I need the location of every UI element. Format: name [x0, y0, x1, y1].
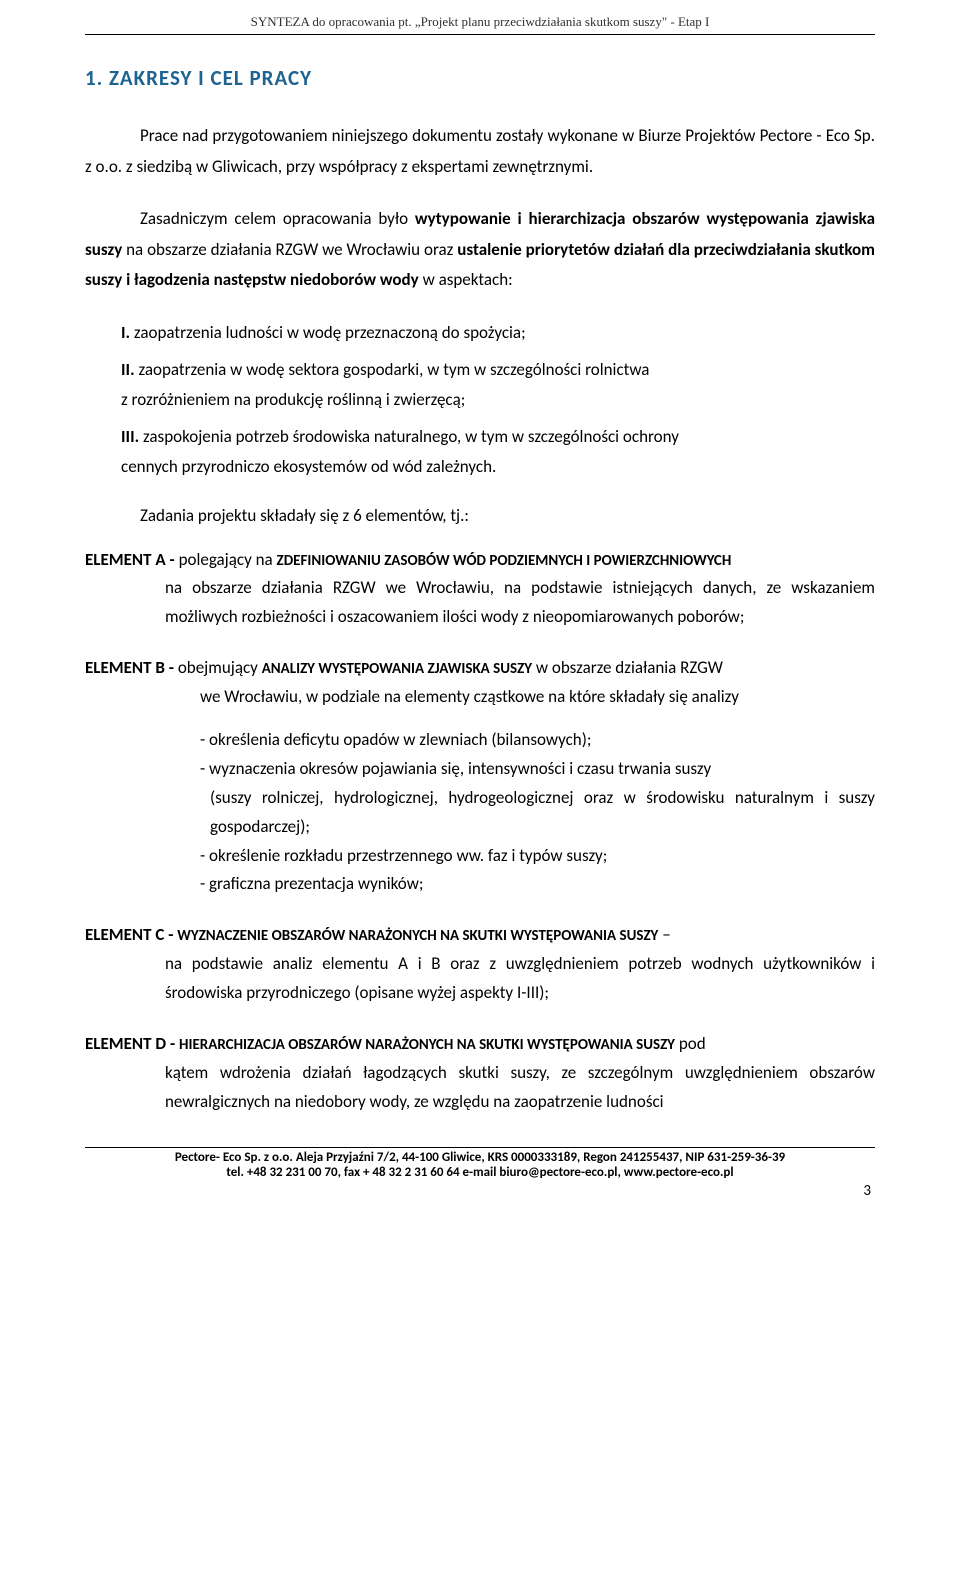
tasks-intro: Zadania projektu składały się z 6 elemen… — [140, 501, 875, 532]
goal-paragraph: Zasadniczym celem opracowania było wytyp… — [85, 204, 875, 296]
text-span: na obszarze działania RZGW we Wrocławiu … — [122, 239, 457, 260]
text-span: – — [658, 924, 670, 945]
header-rule — [85, 34, 875, 35]
element-label: ELEMENT B - — [85, 657, 178, 678]
footer-line-1: Pectore- Eco Sp. z o.o. Aleja Przyjaźni … — [85, 1150, 875, 1165]
text-span: na podstawie analiz elementu A i B oraz … — [165, 953, 875, 1003]
text-span: w aspektach: — [419, 269, 513, 290]
element-body: kątem wdrożenia działań łagodzących skut… — [165, 1059, 875, 1117]
aspects-list: I. zaopatrzenia ludności w wodę przeznac… — [121, 318, 875, 483]
element-body: na obszarze działania RZGW we Wrocławiu,… — [165, 574, 875, 632]
intro-paragraph: Prace nad przygotowaniem niniejszego dok… — [85, 121, 875, 182]
list-text: zaopatrzenia w wodę sektora gospodarki, … — [138, 359, 649, 380]
footer-rule — [85, 1147, 875, 1148]
dash-item: - określenie rozkładu przestrzennego ww.… — [200, 842, 875, 871]
running-header: SYNTEZA do opracowania pt. „Projekt plan… — [85, 0, 875, 30]
dash-item-cont: (suszy rolniczej, hydrologicznej, hydrog… — [200, 784, 875, 842]
element-d: ELEMENT D - HIERARCHIZACJA OBSZARÓW NARA… — [85, 1030, 875, 1117]
section-heading: 1. ZAKRESY I CEL PRACY — [85, 65, 875, 91]
list-item: III. zaspokojenia potrzeb środowiska nat… — [121, 422, 875, 483]
element-b: ELEMENT B - obejmujący ANALIZY WYSTĘPOWA… — [85, 654, 875, 899]
list-marker: II. — [121, 355, 135, 386]
dash-item: - określenia deficytu opadów w zlewniach… — [200, 726, 875, 755]
dash-list: - określenia deficytu opadów w zlewniach… — [200, 726, 875, 899]
list-text: zaopatrzenia ludności w wodę przeznaczon… — [134, 322, 526, 343]
element-b-subline: we Wrocławiu, w podziale na elementy czą… — [200, 683, 875, 712]
element-c: ELEMENT C - WYZNACZENIE OBSZARÓW NARAŻON… — [85, 921, 875, 1008]
dash-item: - graficzna prezentacja wyników; — [200, 870, 875, 899]
element-label: ELEMENT D - — [85, 1033, 179, 1054]
element-a: ELEMENT A - polegający na ZDEFINIOWANIU … — [85, 546, 875, 633]
list-item: II. zaopatrzenia w wodę sektora gospodar… — [121, 355, 875, 416]
text-span: pod — [675, 1033, 706, 1054]
caps-span: WYZNACZENIE OBSZARÓW NARAŻONYCH NA SKUTK… — [177, 927, 658, 945]
list-marker: I. — [121, 318, 130, 349]
text-span: obejmujący — [178, 657, 262, 678]
caps-span: HIERARCHIZACJA OBSZARÓW NARAŻONYCH NA SK… — [179, 1036, 675, 1054]
list-text: cennych przyrodniczo ekosystemów od wód … — [121, 456, 496, 477]
page-number: 3 — [85, 1180, 875, 1212]
list-item: I. zaopatrzenia ludności w wodę przeznac… — [121, 318, 875, 349]
element-label: ELEMENT C - — [85, 924, 177, 945]
text-span: kątem wdrożenia działań łagodzących skut… — [165, 1062, 875, 1112]
caps-span: ANALIZY WYSTĘPOWANIA ZJAWISKA SUSZY — [262, 660, 532, 678]
element-label: ELEMENT A - — [85, 549, 179, 570]
list-text: z rozróżnieniem na produkcję roślinną i … — [121, 389, 465, 410]
dash-item: - wyznaczenia okresów pojawiania się, in… — [200, 755, 875, 784]
text-span: polegający na — [179, 549, 277, 570]
text-span: w obszarze działania RZGW — [532, 657, 723, 678]
list-marker: III. — [121, 422, 139, 453]
footer-line-2: tel. +48 32 231 00 70, fax + 48 32 2 31 … — [85, 1165, 875, 1180]
text-span: Zasadniczym celem opracowania było — [140, 208, 415, 229]
caps-span: ZDEFINIOWANIU ZASOBÓW WÓD PODZIEMNYCH I … — [277, 552, 732, 570]
element-body: na podstawie analiz elementu A i B oraz … — [165, 950, 875, 1008]
text-span: na obszarze działania RZGW we Wrocławiu,… — [165, 577, 875, 627]
list-text: zaspokojenia potrzeb środowiska naturaln… — [143, 426, 679, 447]
